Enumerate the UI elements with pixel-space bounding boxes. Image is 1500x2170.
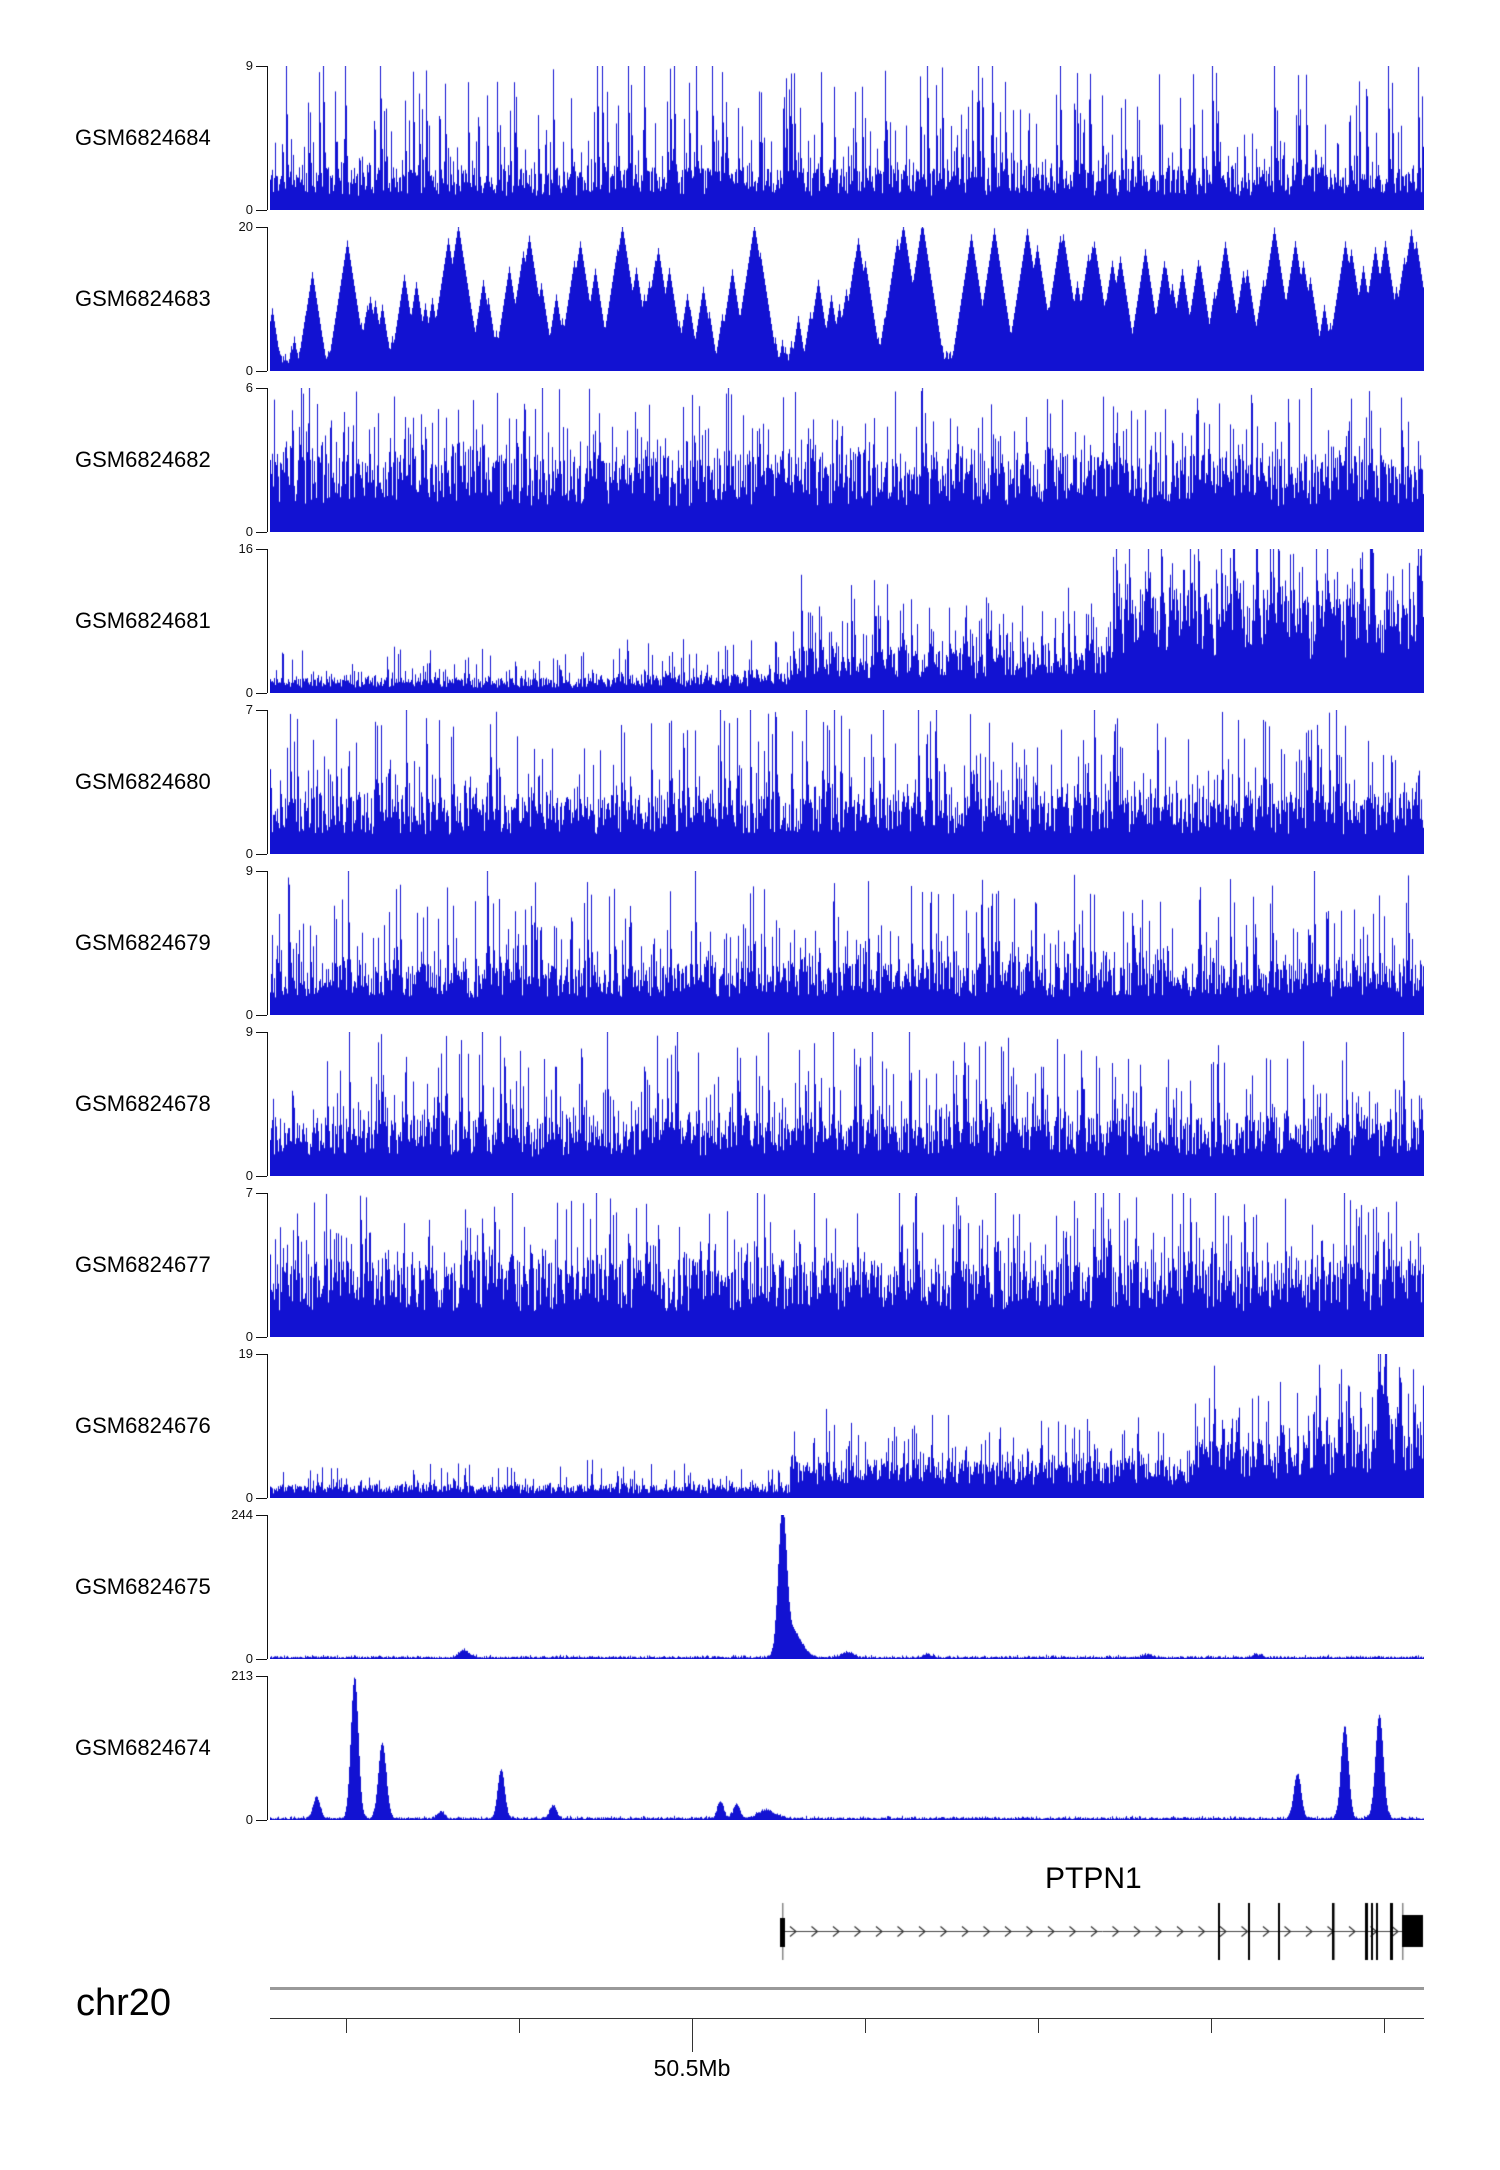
track-ymax-label: 6 bbox=[245, 380, 253, 395]
y-axis-tick bbox=[256, 227, 267, 228]
y-axis-tick bbox=[256, 1176, 267, 1177]
y-axis-tick bbox=[256, 710, 267, 711]
track-y0-label: 0 bbox=[245, 1812, 253, 1827]
y-axis-tick bbox=[256, 1676, 267, 1677]
track-y0-label: 0 bbox=[245, 846, 253, 861]
track-ymax-label: 19 bbox=[238, 1346, 253, 1361]
track-label: GSM6824674 bbox=[75, 1735, 211, 1760]
y-axis-tick bbox=[256, 1032, 267, 1033]
track-y0-label: 0 bbox=[245, 685, 253, 700]
ruler-tick bbox=[865, 2018, 866, 2033]
y-axis-tick bbox=[256, 388, 267, 389]
track-y-axis bbox=[267, 1032, 268, 1176]
ruler-major-tick bbox=[692, 2018, 693, 2052]
track-y-axis bbox=[267, 1193, 268, 1337]
track-ymax-label: 7 bbox=[245, 1185, 253, 1200]
y-axis-tick bbox=[256, 1498, 267, 1499]
track-y-axis bbox=[267, 1515, 268, 1659]
track-signal-plot bbox=[270, 388, 1424, 532]
track-y0-label: 0 bbox=[245, 1651, 253, 1666]
ruler-position-label: 50.5Mb bbox=[653, 2055, 731, 2081]
track-y0-label: 0 bbox=[245, 363, 253, 378]
track-ymax-label: 7 bbox=[245, 702, 253, 717]
track-ymax-label: 9 bbox=[245, 58, 253, 73]
y-axis-tick bbox=[256, 371, 267, 372]
track-y0-label: 0 bbox=[245, 1007, 253, 1022]
track-signal-plot bbox=[270, 871, 1424, 1015]
track-signal-plot bbox=[270, 66, 1424, 210]
track-label: GSM6824682 bbox=[75, 447, 211, 472]
track-label: GSM6824680 bbox=[75, 769, 211, 794]
track-y0-label: 0 bbox=[245, 1490, 253, 1505]
ruler-axis-line bbox=[270, 2018, 1424, 2019]
ruler-tick bbox=[346, 2018, 347, 2033]
track-label: GSM6824681 bbox=[75, 608, 211, 633]
y-axis-tick bbox=[256, 871, 267, 872]
track-ymax-label: 16 bbox=[238, 541, 253, 556]
y-axis-tick bbox=[256, 854, 267, 855]
track-signal-plot bbox=[270, 1032, 1424, 1176]
track-label: GSM6824677 bbox=[75, 1252, 211, 1277]
track-y0-label: 0 bbox=[245, 202, 253, 217]
chromosome-label: chr20 bbox=[76, 1982, 172, 2024]
gene-model-canvas bbox=[270, 1860, 1424, 1970]
track-signal-plot bbox=[270, 1515, 1424, 1659]
track-ymax-label: 244 bbox=[231, 1507, 253, 1522]
track-y-axis bbox=[267, 66, 268, 210]
track-label: GSM6824684 bbox=[75, 125, 211, 150]
track-signal-plot bbox=[270, 1676, 1424, 1820]
y-axis-tick bbox=[256, 1820, 267, 1821]
ruler-tick bbox=[1038, 2018, 1039, 2033]
y-axis-tick bbox=[256, 549, 267, 550]
track-label: GSM6824683 bbox=[75, 286, 211, 311]
track-signal-plot bbox=[270, 710, 1424, 854]
track-y-axis bbox=[267, 1354, 268, 1498]
track-signal-plot bbox=[270, 1193, 1424, 1337]
chromosome-ideogram-line bbox=[270, 1987, 1424, 1990]
y-axis-tick bbox=[256, 1193, 267, 1194]
track-y-axis bbox=[267, 388, 268, 532]
track-y-axis bbox=[267, 1676, 268, 1820]
track-ymax-label: 9 bbox=[245, 1024, 253, 1039]
track-signal-plot bbox=[270, 227, 1424, 371]
track-y0-label: 0 bbox=[245, 1329, 253, 1344]
y-axis-tick bbox=[256, 1659, 267, 1660]
track-y-axis bbox=[267, 227, 268, 371]
track-ymax-label: 20 bbox=[238, 219, 253, 234]
y-axis-tick bbox=[256, 1354, 267, 1355]
track-signal-plot bbox=[270, 1354, 1424, 1498]
track-ymax-label: 213 bbox=[231, 1668, 253, 1683]
ruler-tick bbox=[1211, 2018, 1212, 2033]
track-y-axis bbox=[267, 549, 268, 693]
y-axis-tick bbox=[256, 693, 267, 694]
y-axis-tick bbox=[256, 532, 267, 533]
ruler-tick bbox=[519, 2018, 520, 2033]
track-y0-label: 0 bbox=[245, 1168, 253, 1183]
y-axis-tick bbox=[256, 66, 267, 67]
track-ymax-label: 9 bbox=[245, 863, 253, 878]
track-label: GSM6824679 bbox=[75, 930, 211, 955]
track-label: GSM6824676 bbox=[75, 1413, 211, 1438]
track-y0-label: 0 bbox=[245, 524, 253, 539]
track-label: GSM6824678 bbox=[75, 1091, 211, 1116]
track-signal-plot bbox=[270, 549, 1424, 693]
y-axis-tick bbox=[256, 1337, 267, 1338]
y-axis-tick bbox=[256, 1015, 267, 1016]
y-axis-tick bbox=[256, 1515, 267, 1516]
y-axis-tick bbox=[256, 210, 267, 211]
track-y-axis bbox=[267, 871, 268, 1015]
ruler-tick bbox=[1384, 2018, 1385, 2033]
track-label: GSM6824675 bbox=[75, 1574, 211, 1599]
track-y-axis bbox=[267, 710, 268, 854]
